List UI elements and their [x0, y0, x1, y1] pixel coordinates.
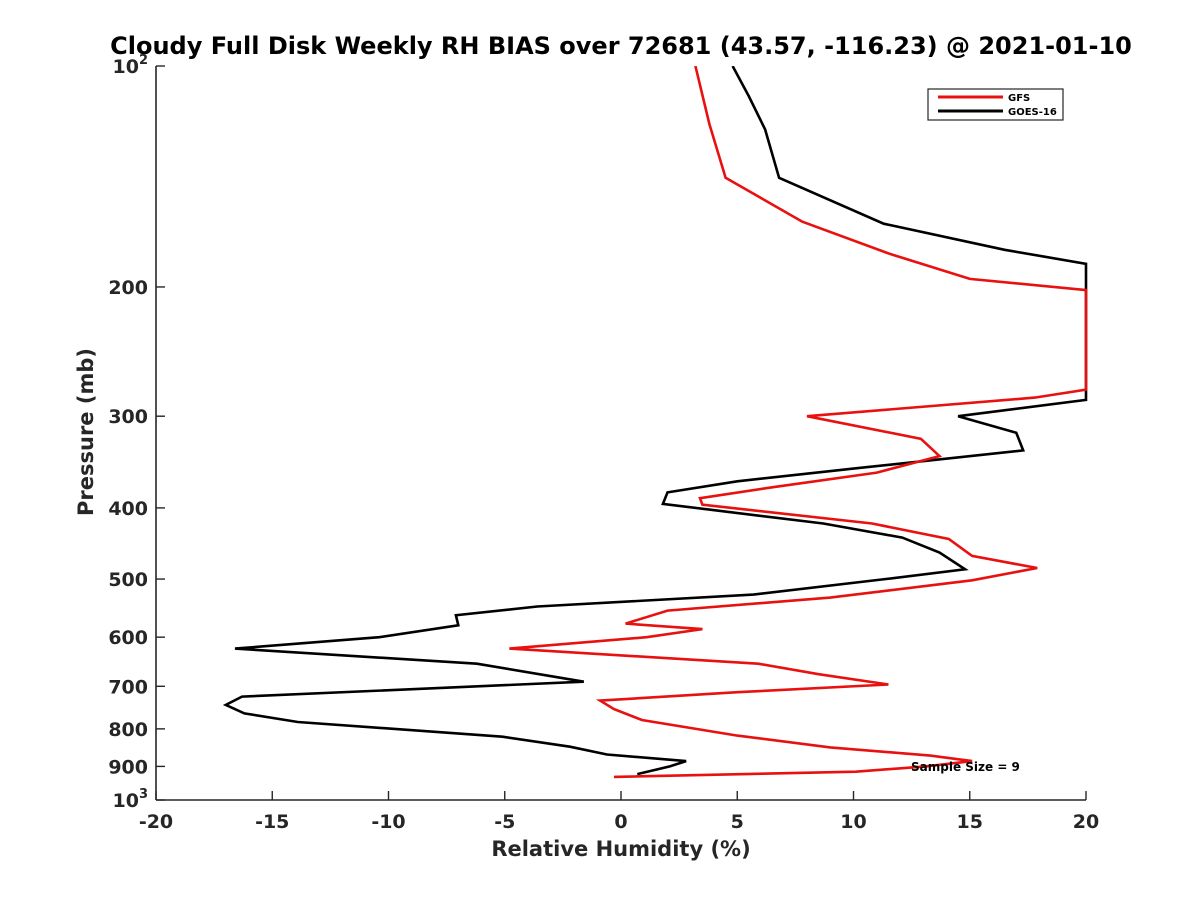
y-tick-label: 102	[113, 53, 149, 78]
y-tick-label: 500	[108, 569, 148, 591]
x-tick-label: -20	[139, 811, 173, 833]
x-tick-label: 10	[840, 811, 866, 833]
y-tick-label: 600	[108, 627, 148, 649]
y-tick-label: 400	[108, 498, 148, 520]
plot-area: -20 -15 -10 -5 0 5 10 15 20 102 200 300 400 500 600 700…	[108, 53, 1099, 833]
series-line-gfs	[509, 66, 1088, 779]
series-line-goes16	[222, 66, 1088, 776]
chart-title: Cloudy Full Disk Weekly RH BIAS over 726…	[110, 32, 1132, 60]
sample-size-annotation: Sample Size = 9	[911, 760, 1020, 774]
x-tick-label: 20	[1073, 811, 1099, 833]
x-tick-label: -15	[255, 811, 289, 833]
x-tick-label: -5	[494, 811, 515, 833]
x-tick-label: 0	[614, 811, 627, 833]
legend-label-gfs: GFS	[1008, 93, 1030, 104]
y-tick-label: 800	[108, 719, 148, 741]
x-axis-label: Relative Humidity (%)	[491, 837, 750, 861]
y-axis-label: Pressure (mb)	[74, 348, 98, 516]
legend-label-goes16: GOES-16	[1008, 107, 1057, 118]
legend: GFS GOES-16	[927, 88, 1064, 121]
y-tick-label: 300	[108, 406, 148, 428]
x-tick-label: 15	[957, 811, 983, 833]
y-tick-label: 700	[108, 676, 148, 698]
y-tick-label: 103	[113, 787, 149, 812]
y-tick-label: 900	[108, 756, 148, 778]
legend-box	[927, 88, 1064, 121]
x-tick-label: -10	[371, 811, 405, 833]
x-tick-label: 5	[731, 811, 744, 833]
y-tick-label: 200	[108, 277, 148, 299]
